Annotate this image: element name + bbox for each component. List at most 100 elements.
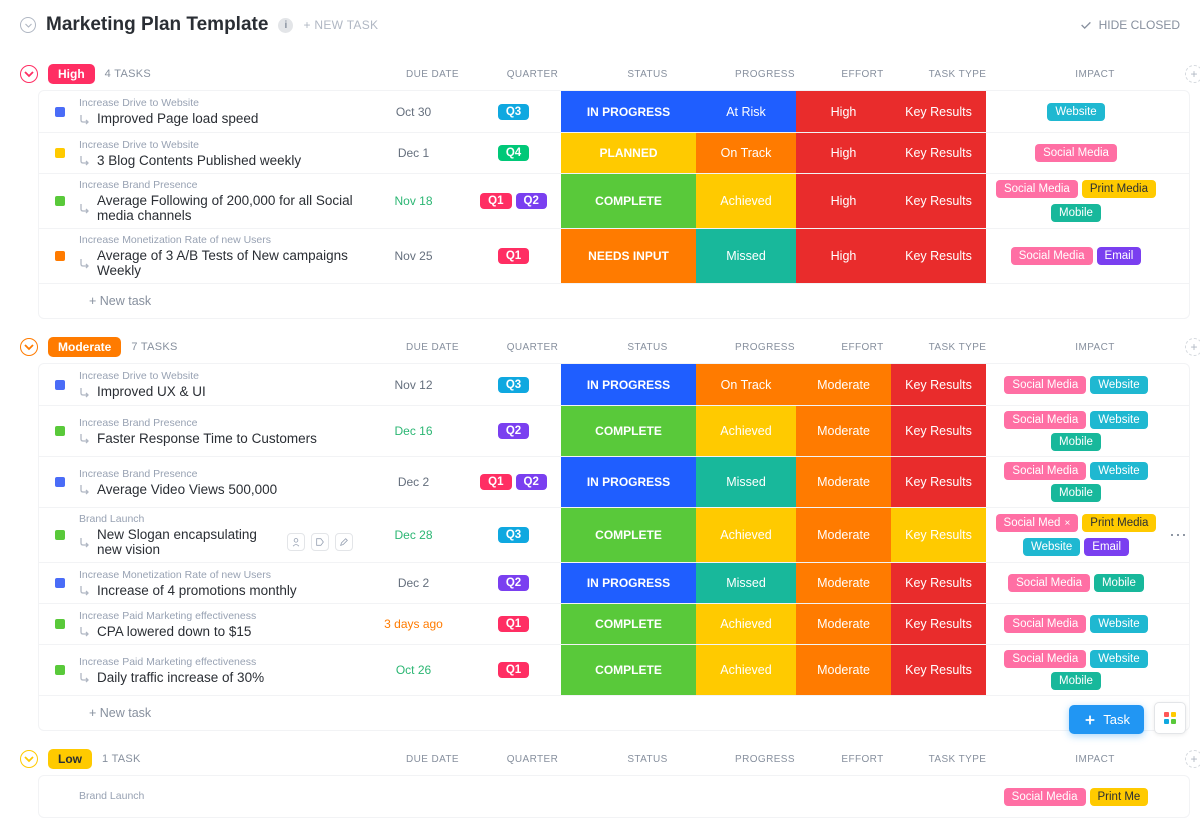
task-title[interactable]: Faster Response Time to Customers	[97, 431, 317, 446]
progress-cell[interactable]: Achieved	[696, 645, 796, 695]
task-type-cell[interactable]: Key Results	[891, 563, 986, 603]
impact-pill[interactable]: Website	[1090, 411, 1147, 429]
task-breadcrumb[interactable]: Increase Brand Presence	[79, 417, 353, 429]
col-quarter[interactable]: QUARTER	[485, 754, 580, 765]
task-breadcrumb[interactable]: Increase Paid Marketing effectiveness	[79, 610, 353, 622]
task-type-cell[interactable]: Key Results	[891, 645, 986, 695]
impact-pill[interactable]: Mobile	[1094, 574, 1144, 592]
status-cell[interactable]: COMPLETE	[561, 508, 696, 562]
progress-cell[interactable]: At Risk	[696, 91, 796, 132]
progress-cell[interactable]: Achieved	[696, 174, 796, 228]
quarter-pill[interactable]: Q2	[516, 474, 547, 490]
col-progress[interactable]: PROGRESS	[715, 754, 815, 765]
status-cell[interactable]: PLANNED	[561, 133, 696, 173]
effort-cell[interactable]: High	[796, 229, 891, 283]
progress-cell[interactable]: Missed	[696, 563, 796, 603]
task-title[interactable]: Average of 3 A/B Tests of New campaigns …	[97, 248, 353, 278]
status-square[interactable]	[55, 477, 65, 487]
impact-pill[interactable]: Social Media	[996, 180, 1078, 198]
status-square[interactable]	[55, 530, 65, 540]
impact-pill[interactable]: Social Media	[1035, 144, 1117, 162]
impact-pill[interactable]: Social Media	[1004, 650, 1086, 668]
quarter-pill[interactable]: Q3	[498, 527, 529, 543]
status-cell[interactable]: IN PROGRESS	[561, 457, 696, 507]
task-type-cell[interactable]: Key Results	[891, 133, 986, 173]
status-cell[interactable]: COMPLETE	[561, 645, 696, 695]
effort-cell[interactable]: Moderate	[796, 508, 891, 562]
status-square[interactable]	[55, 578, 65, 588]
task-title[interactable]: Daily traffic increase of 30%	[97, 670, 264, 685]
impact-pill[interactable]: Website	[1023, 538, 1080, 556]
col-task-type[interactable]: TASK TYPE	[910, 342, 1005, 353]
due-date[interactable]: Dec 16	[394, 424, 432, 438]
task-breadcrumb[interactable]: Increase Brand Presence	[79, 179, 353, 191]
status-cell[interactable]: COMPLETE	[561, 406, 696, 456]
task-title[interactable]: Improved Page load speed	[97, 111, 258, 126]
hide-closed-toggle[interactable]: HIDE CLOSED	[1079, 18, 1180, 32]
apps-grid-button[interactable]	[1154, 702, 1186, 734]
task-title[interactable]: Improved UX & UI	[97, 384, 206, 399]
quarter-pill[interactable]: Q4	[498, 145, 529, 161]
task-row[interactable]: Brand Launch New Slogan encapsulating ne…	[39, 507, 1189, 562]
col-due-date[interactable]: DUE DATE	[380, 754, 485, 765]
impact-pill[interactable]: Print Media	[1082, 180, 1156, 198]
task-type-cell[interactable]: Key Results	[891, 508, 986, 562]
status-square[interactable]	[55, 251, 65, 261]
task-row[interactable]: Increase Drive to Website Improved UX & …	[39, 364, 1189, 405]
new-task-fab[interactable]: Task	[1069, 705, 1144, 734]
progress-cell[interactable]: On Track	[696, 133, 796, 173]
due-date[interactable]: Oct 30	[396, 105, 431, 119]
task-title[interactable]: New Slogan encapsulating new vision	[97, 527, 273, 557]
col-due-date[interactable]: DUE DATE	[380, 342, 485, 353]
new-task-button[interactable]: + NEW TASK	[303, 18, 378, 32]
impact-pill[interactable]: Social Media	[1004, 462, 1086, 480]
edit-button[interactable]	[335, 533, 353, 551]
task-breadcrumb[interactable]: Brand Launch	[79, 790, 353, 802]
status-cell[interactable]: IN PROGRESS	[561, 91, 696, 132]
col-effort[interactable]: EFFORT	[815, 342, 910, 353]
task-type-cell[interactable]: Key Results	[891, 174, 986, 228]
col-due-date[interactable]: DUE DATE	[380, 69, 485, 80]
task-row[interactable]: Increase Brand Presence Average Video Vi…	[39, 456, 1189, 507]
task-row[interactable]: Increase Monetization Rate of new Users …	[39, 228, 1189, 283]
col-progress[interactable]: PROGRESS	[715, 69, 815, 80]
impact-pill[interactable]: Social Media	[1011, 247, 1093, 265]
group-badge[interactable]: Low	[48, 749, 92, 769]
col-effort[interactable]: EFFORT	[815, 754, 910, 765]
task-type-cell[interactable]: Key Results	[891, 364, 986, 405]
group-collapse-button[interactable]	[20, 65, 38, 83]
impact-pill[interactable]: Social Media	[1004, 788, 1086, 806]
col-impact[interactable]: IMPACT	[1005, 754, 1185, 765]
status-square[interactable]	[55, 380, 65, 390]
col-quarter[interactable]: QUARTER	[485, 342, 580, 353]
group-badge[interactable]: Moderate	[48, 337, 121, 357]
col-progress[interactable]: PROGRESS	[715, 342, 815, 353]
quarter-pill[interactable]: Q1	[498, 248, 529, 264]
task-type-cell[interactable]: Key Results	[891, 457, 986, 507]
due-date[interactable]: Dec 2	[398, 475, 429, 489]
quarter-pill[interactable]: Q1	[498, 616, 529, 632]
group-collapse-button[interactable]	[20, 338, 38, 356]
effort-cell[interactable]: Moderate	[796, 563, 891, 603]
effort-cell[interactable]: High	[796, 174, 891, 228]
impact-pill[interactable]: Print Me	[1090, 788, 1149, 806]
due-date[interactable]: Dec 28	[394, 528, 432, 542]
new-task-row-button[interactable]: + New task	[39, 283, 1189, 318]
due-date[interactable]: Dec 1	[398, 146, 429, 160]
progress-cell[interactable]: Achieved	[696, 604, 796, 644]
effort-cell[interactable]: High	[796, 133, 891, 173]
impact-pill[interactable]: Website	[1090, 376, 1147, 394]
add-column-button[interactable]: +	[1185, 65, 1200, 83]
progress-cell[interactable]: Achieved	[696, 406, 796, 456]
task-breadcrumb[interactable]: Increase Drive to Website	[79, 370, 353, 382]
col-impact[interactable]: IMPACT	[1005, 342, 1185, 353]
quarter-pill[interactable]: Q2	[498, 423, 529, 439]
more-icon[interactable]: ⋯	[1169, 525, 1188, 546]
status-cell[interactable]: COMPLETE	[561, 604, 696, 644]
task-breadcrumb[interactable]: Increase Drive to Website	[79, 139, 353, 151]
col-status[interactable]: STATUS	[580, 754, 715, 765]
status-square[interactable]	[55, 148, 65, 158]
status-square[interactable]	[55, 426, 65, 436]
effort-cell[interactable]: Moderate	[796, 645, 891, 695]
col-task-type[interactable]: TASK TYPE	[910, 754, 1005, 765]
